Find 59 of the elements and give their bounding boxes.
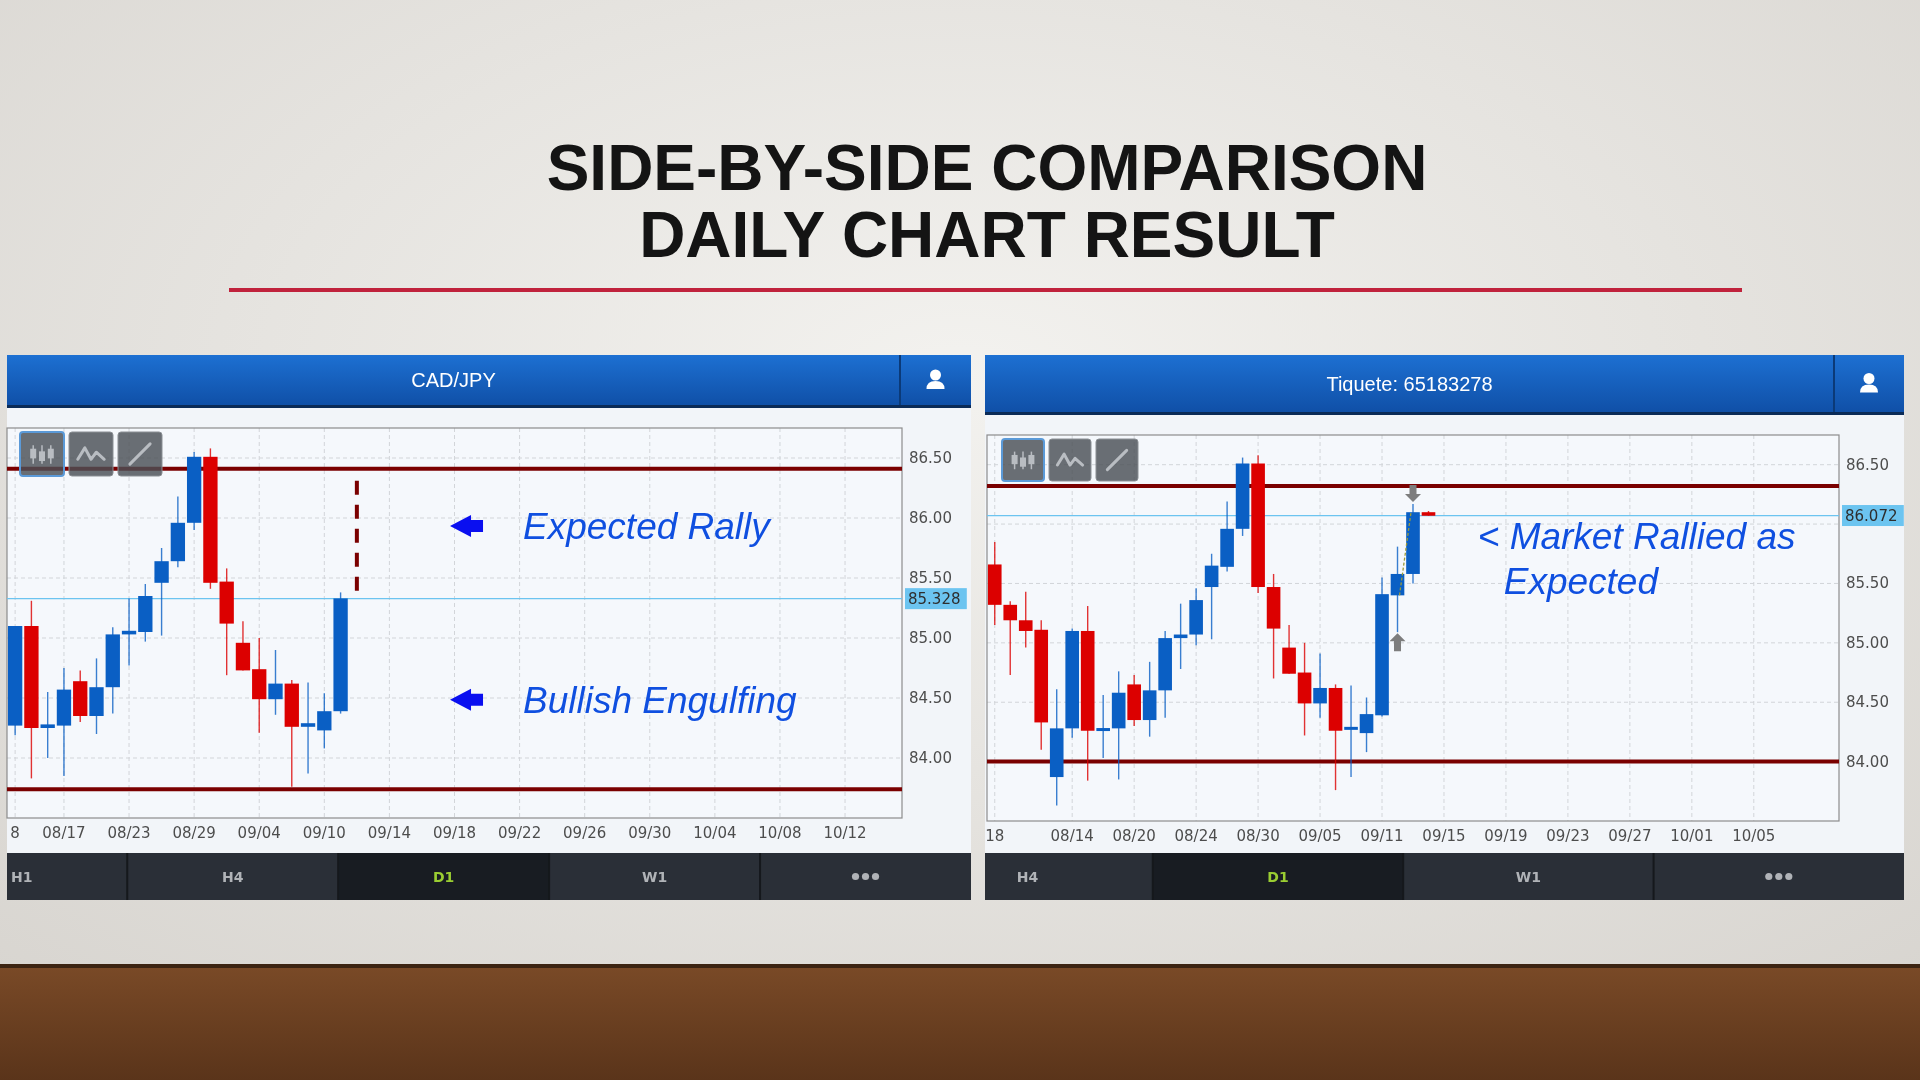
x-tick-label: 09/10: [302, 824, 346, 842]
ref-line-label: 85.328: [908, 589, 961, 608]
x-tick-label: 09/30: [628, 824, 672, 842]
candlestick: [1096, 694, 1110, 759]
candlestick: [300, 681, 316, 775]
y-tick-label: 86.50: [909, 449, 952, 467]
candlestick: [268, 649, 283, 716]
candlestick: [1344, 684, 1358, 778]
y-tick-label: 84.50: [1846, 693, 1889, 712]
candlestick: [1359, 696, 1374, 753]
chart-title: CAD/JPY: [411, 369, 496, 391]
x-tick-label: 8: [10, 824, 20, 842]
x-tick-label: 08/20: [1112, 827, 1156, 845]
y-tick-label: 85.50: [909, 569, 952, 587]
x-tick-label: 09/05: [1298, 827, 1342, 845]
x-tick-label: 08/17: [42, 824, 86, 842]
candlestick: [1313, 652, 1327, 719]
annotation: Bullish Engulfing: [523, 680, 798, 722]
x-tick-label: 08/30: [1236, 827, 1280, 845]
y-tick-label: 86.00: [909, 509, 952, 527]
x-tick-label: 08/29: [172, 824, 216, 842]
y-tick-label: 85.50: [1846, 574, 1889, 593]
candlestick: [1204, 553, 1219, 640]
annotation: Expected Rally: [523, 506, 773, 548]
x-tick-label: 09/23: [1546, 827, 1590, 845]
x-tick-label: 08/14: [1050, 827, 1094, 845]
x-tick-label: 18: [985, 827, 1005, 845]
x-tick-label: 09/11: [1360, 827, 1404, 845]
x-tick-label: 10/08: [758, 824, 802, 842]
timeframe-tab: D1: [1152, 853, 1404, 900]
x-tick-label: 09/18: [432, 824, 477, 842]
x-tick-label: 09/15: [1422, 827, 1466, 845]
x-tick-label: 09/14: [367, 824, 412, 842]
y-tick-label: 85.00: [1846, 633, 1889, 652]
x-tick-label: 10/05: [1732, 827, 1776, 845]
candlestick: [317, 692, 332, 750]
candlestick: [40, 691, 55, 759]
x-tick-label: 09/04: [237, 824, 281, 842]
x-tick-label: 09/22: [497, 824, 542, 842]
y-tick-label: 86.50: [1846, 455, 1889, 474]
text: SIDE-BY-SIDE COMPARISON DAILY CHART RESULT: [546, 132, 1428, 271]
x-tick-label: 09/27: [1608, 827, 1652, 845]
chart-title: Tiquete: 65183278: [1326, 372, 1493, 395]
candlestick: [1003, 600, 1018, 676]
x-tick-label: 09/26: [563, 824, 607, 842]
candlestick: [154, 547, 169, 637]
x-tick-label: 09/19: [1484, 827, 1528, 845]
y-tick-label: 85.00: [909, 629, 952, 647]
annotation: < Market Rallied as Expected: [1477, 516, 1796, 603]
y-tick-label: 84.00: [909, 749, 952, 767]
timeframe-tab: D1: [338, 853, 550, 900]
ref-line-label: 86.072: [1845, 506, 1898, 525]
y-tick-label: 84.50: [909, 689, 952, 707]
x-tick-label: 10/12: [823, 824, 867, 842]
y-tick-label: 84.00: [1846, 752, 1889, 771]
x-tick-label: 10/04: [693, 824, 737, 842]
x-tick-label: 08/24: [1174, 827, 1218, 845]
x-tick-label: 10/01: [1670, 827, 1714, 845]
x-tick-label: 08/23: [107, 824, 151, 842]
